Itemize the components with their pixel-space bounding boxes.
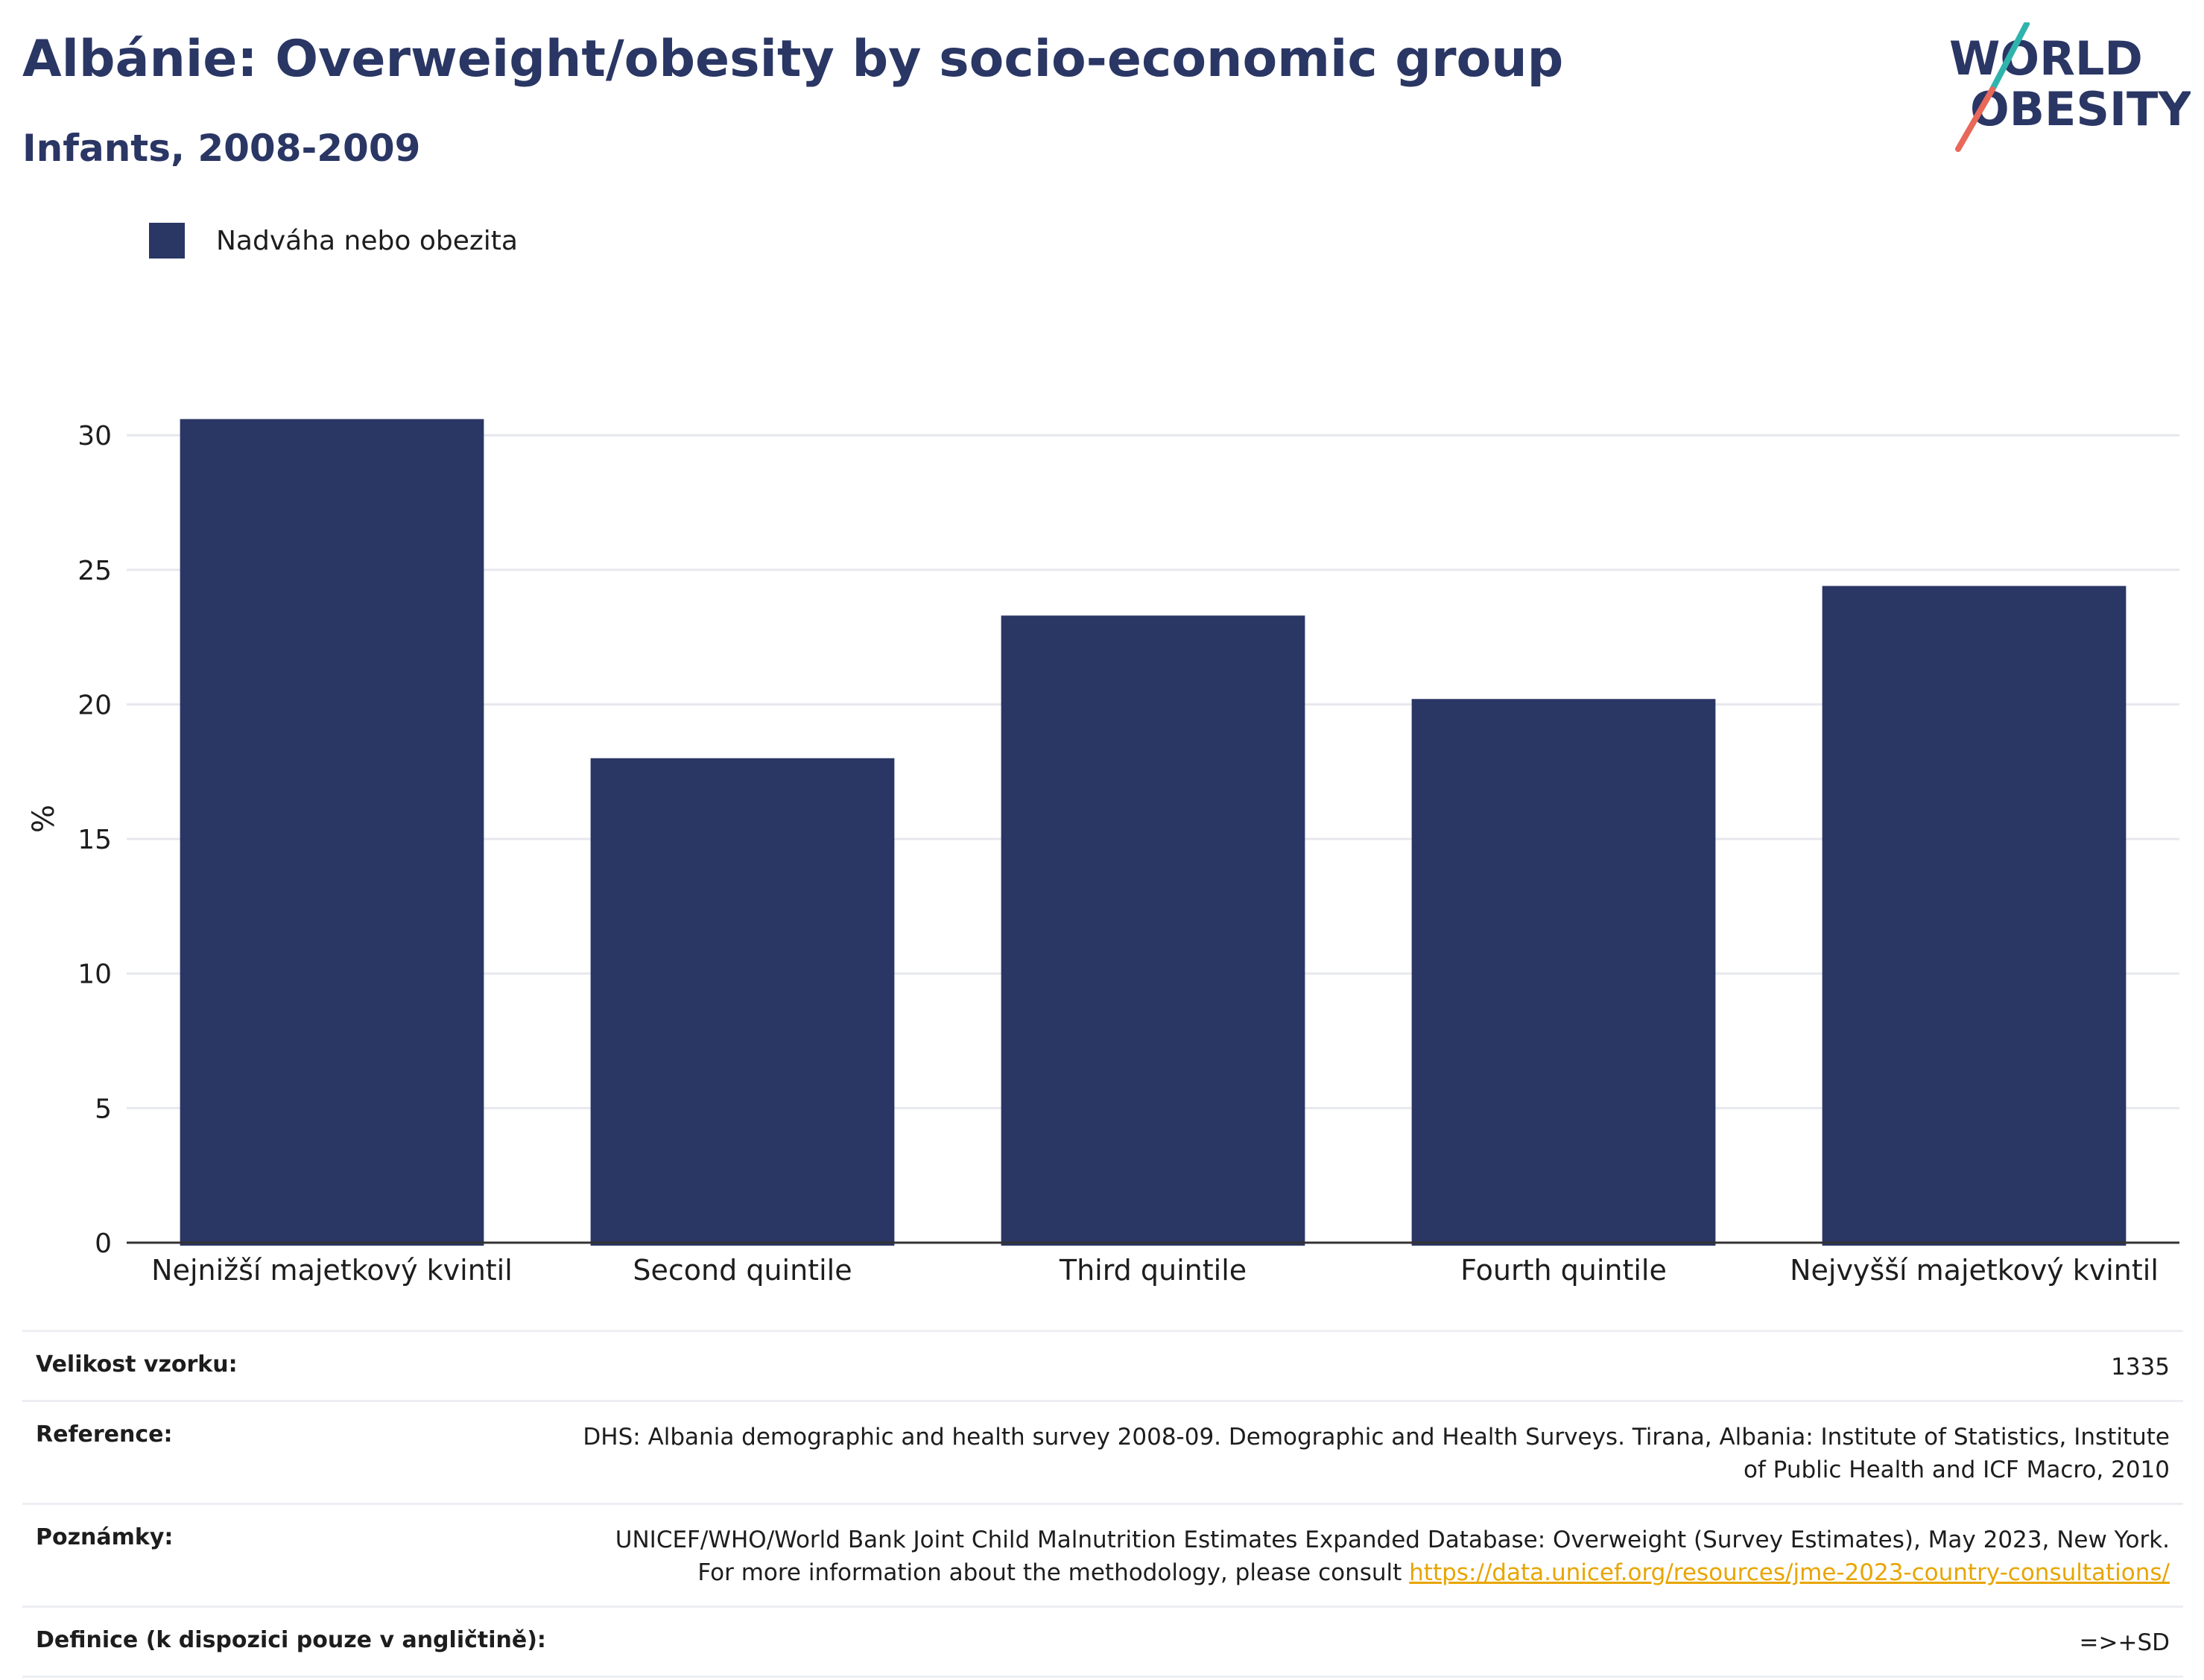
x-tick-label: Nejnižší majetkový kvintil <box>151 1254 513 1287</box>
x-tick-label: Third quintile <box>1059 1254 1247 1287</box>
reference-label: Reference: <box>36 1421 173 1448</box>
bar <box>1411 699 1716 1246</box>
sample-size-label: Velikost vzorku: <box>36 1351 238 1378</box>
notes-label: Poznámky: <box>36 1524 174 1551</box>
y-tick-label: 0 <box>95 1229 112 1259</box>
bar <box>590 758 895 1246</box>
definition-label: Definice (k dispozici pouze v angličtině… <box>36 1626 546 1653</box>
info-row-notes: Poznámky: UNICEF/WHO/World Bank Joint Ch… <box>22 1503 2183 1605</box>
sample-size-value: 1335 <box>2111 1354 2170 1381</box>
info-row-sample: Velikost vzorku: 1335 <box>22 1330 2183 1400</box>
x-tick-label: Second quintile <box>633 1254 852 1287</box>
bar <box>180 419 484 1246</box>
notes-link[interactable]: https://data.unicef.org/resources/jme-20… <box>1409 1559 2170 1586</box>
y-tick-label: 5 <box>95 1094 112 1124</box>
y-tick-label: 20 <box>77 690 112 720</box>
y-tick-label: 10 <box>77 960 112 990</box>
legend-swatch <box>149 223 185 259</box>
bar <box>1822 586 2127 1246</box>
bar <box>1001 615 1305 1246</box>
legend-label: Nadváha nebo obezita <box>216 225 518 256</box>
bar-chart: 0 5 10 15 20 25 30 Nejnižší majetkový kvintil Se… <box>27 419 2179 1287</box>
chart-subtitle: Infants, 2008-2009 <box>22 127 421 170</box>
definition-value: =>+SD <box>2079 1629 2170 1656</box>
x-tick-label: Nejvyšší majetkový kvintil <box>1790 1254 2159 1287</box>
logo-slash-bottom <box>1955 86 1995 152</box>
y-axis-label: % <box>27 805 61 833</box>
info-row-reference: Reference: DHS: Albania demographic and … <box>22 1400 2183 1503</box>
info-row-definition: Definice (k dispozici pouze v angličtině… <box>22 1605 2183 1679</box>
logo-line-obesity: OBESITY <box>1970 82 2191 136</box>
x-tick-label: Fourth quintile <box>1460 1254 1667 1287</box>
world-obesity-logo: WORLD OBESITY <box>1949 22 2191 152</box>
y-tick-label: 25 <box>77 556 112 586</box>
y-tick-label: 15 <box>77 825 112 855</box>
info-table: Velikost vzorku: 1335 Reference: DHS: Al… <box>22 1330 2183 1679</box>
logo-line-world: WORLD <box>1949 31 2143 86</box>
notes-text: UNICEF/WHO/World Bank Joint Child Malnut… <box>615 1527 2170 1586</box>
y-tick-label: 30 <box>77 421 112 451</box>
chart-title: Albánie: Overweight/obesity by socio-eco… <box>22 30 1564 89</box>
reference-value: DHS: Albania demographic and health surv… <box>583 1424 2170 1483</box>
logo-slash-top <box>1989 22 2030 92</box>
notes-value: UNICEF/WHO/World Bank Joint Child Malnut… <box>575 1524 2170 1589</box>
chart-legend: Nadváha nebo obezita <box>149 222 518 259</box>
